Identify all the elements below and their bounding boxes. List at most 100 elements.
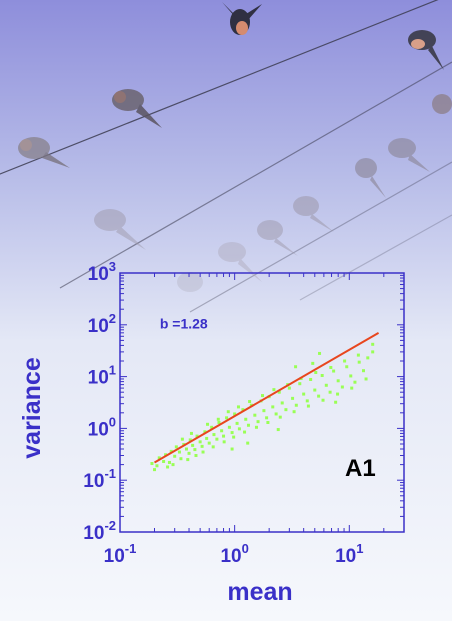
x-tick-label: 100 <box>220 541 248 567</box>
bird <box>355 158 386 198</box>
data-point <box>173 454 177 458</box>
data-point <box>271 405 275 409</box>
data-point <box>211 445 215 449</box>
data-point <box>217 420 221 424</box>
data-point <box>309 377 313 381</box>
data-point <box>189 431 193 435</box>
x-tick-label: 10-1 <box>104 541 137 567</box>
tick-exponent: 0 <box>109 414 116 429</box>
bird <box>388 138 430 172</box>
data-point <box>276 428 280 432</box>
bird <box>222 2 262 35</box>
data-point <box>277 390 281 394</box>
data-point <box>336 379 340 383</box>
tick-exponent: 1 <box>356 541 363 556</box>
data-point <box>188 438 192 442</box>
data-point <box>191 443 195 447</box>
data-point <box>336 392 340 396</box>
data-point <box>261 394 265 398</box>
data-point <box>313 388 317 392</box>
data-point <box>207 441 211 445</box>
data-point <box>164 453 168 457</box>
data-point <box>155 464 159 468</box>
data-point <box>195 434 199 438</box>
data-point <box>210 425 214 429</box>
data-point <box>256 420 260 424</box>
data-points <box>150 342 375 472</box>
fit-line <box>154 331 380 464</box>
data-point <box>237 427 241 431</box>
data-point <box>248 400 252 404</box>
bird <box>432 94 452 114</box>
data-point <box>280 401 284 405</box>
data-point <box>324 383 328 387</box>
data-point <box>291 396 295 400</box>
x-tick-label: 101 <box>335 541 363 567</box>
data-point <box>153 468 157 472</box>
data-point <box>232 435 236 439</box>
data-point <box>332 369 336 373</box>
bird <box>293 196 334 232</box>
data-point <box>305 399 309 403</box>
data-point <box>294 365 298 369</box>
data-point <box>306 404 310 408</box>
data-point <box>357 360 361 364</box>
data-point <box>328 390 332 394</box>
data-point <box>353 380 357 384</box>
data-point <box>187 451 191 455</box>
tick-base: 10 <box>83 523 104 544</box>
bird <box>408 30 444 70</box>
wire <box>0 0 439 175</box>
data-point <box>162 459 166 463</box>
x-tick-labels: 10-1 100 101 <box>104 541 364 567</box>
tick-base: 10 <box>88 419 109 440</box>
data-point <box>169 449 173 453</box>
data-point <box>230 447 234 451</box>
data-point <box>235 421 239 425</box>
tick-exponent: -1 <box>125 541 137 556</box>
data-point <box>216 417 220 421</box>
data-point <box>334 400 338 404</box>
data-point <box>246 423 250 427</box>
tick-exponent: -1 <box>104 466 116 481</box>
data-point <box>262 409 266 413</box>
data-point <box>157 456 161 460</box>
wire <box>299 214 452 301</box>
slope-annotation: b =1.28 <box>160 315 208 331</box>
tick-base: 10 <box>88 368 109 389</box>
data-point <box>272 388 276 392</box>
data-point <box>230 431 234 435</box>
y-tick-label: 10-1 <box>83 466 116 492</box>
data-point <box>167 460 171 464</box>
tick-base: 10 <box>88 264 109 285</box>
data-point <box>226 410 230 414</box>
data-point <box>345 365 349 369</box>
data-point <box>194 453 198 457</box>
data-point <box>314 370 318 374</box>
data-point <box>150 462 154 466</box>
data-point <box>371 342 375 346</box>
data-point <box>244 417 248 421</box>
data-point <box>350 386 354 390</box>
data-point <box>311 361 315 365</box>
tick-base: 10 <box>88 316 109 337</box>
data-point <box>366 356 370 360</box>
bird <box>18 137 70 168</box>
data-point <box>356 353 360 357</box>
tick-base: 10 <box>220 546 241 567</box>
data-point <box>220 429 224 433</box>
data-point <box>179 457 183 461</box>
tick-base: 10 <box>83 471 104 492</box>
data-point <box>225 416 229 420</box>
data-point <box>254 425 258 429</box>
data-point <box>265 416 269 420</box>
data-point <box>186 458 190 462</box>
data-point <box>284 408 288 412</box>
tick-base: 10 <box>104 546 125 567</box>
data-point <box>278 415 282 419</box>
data-point <box>298 382 302 386</box>
tick-exponent: -2 <box>104 518 116 533</box>
data-point <box>317 394 321 398</box>
